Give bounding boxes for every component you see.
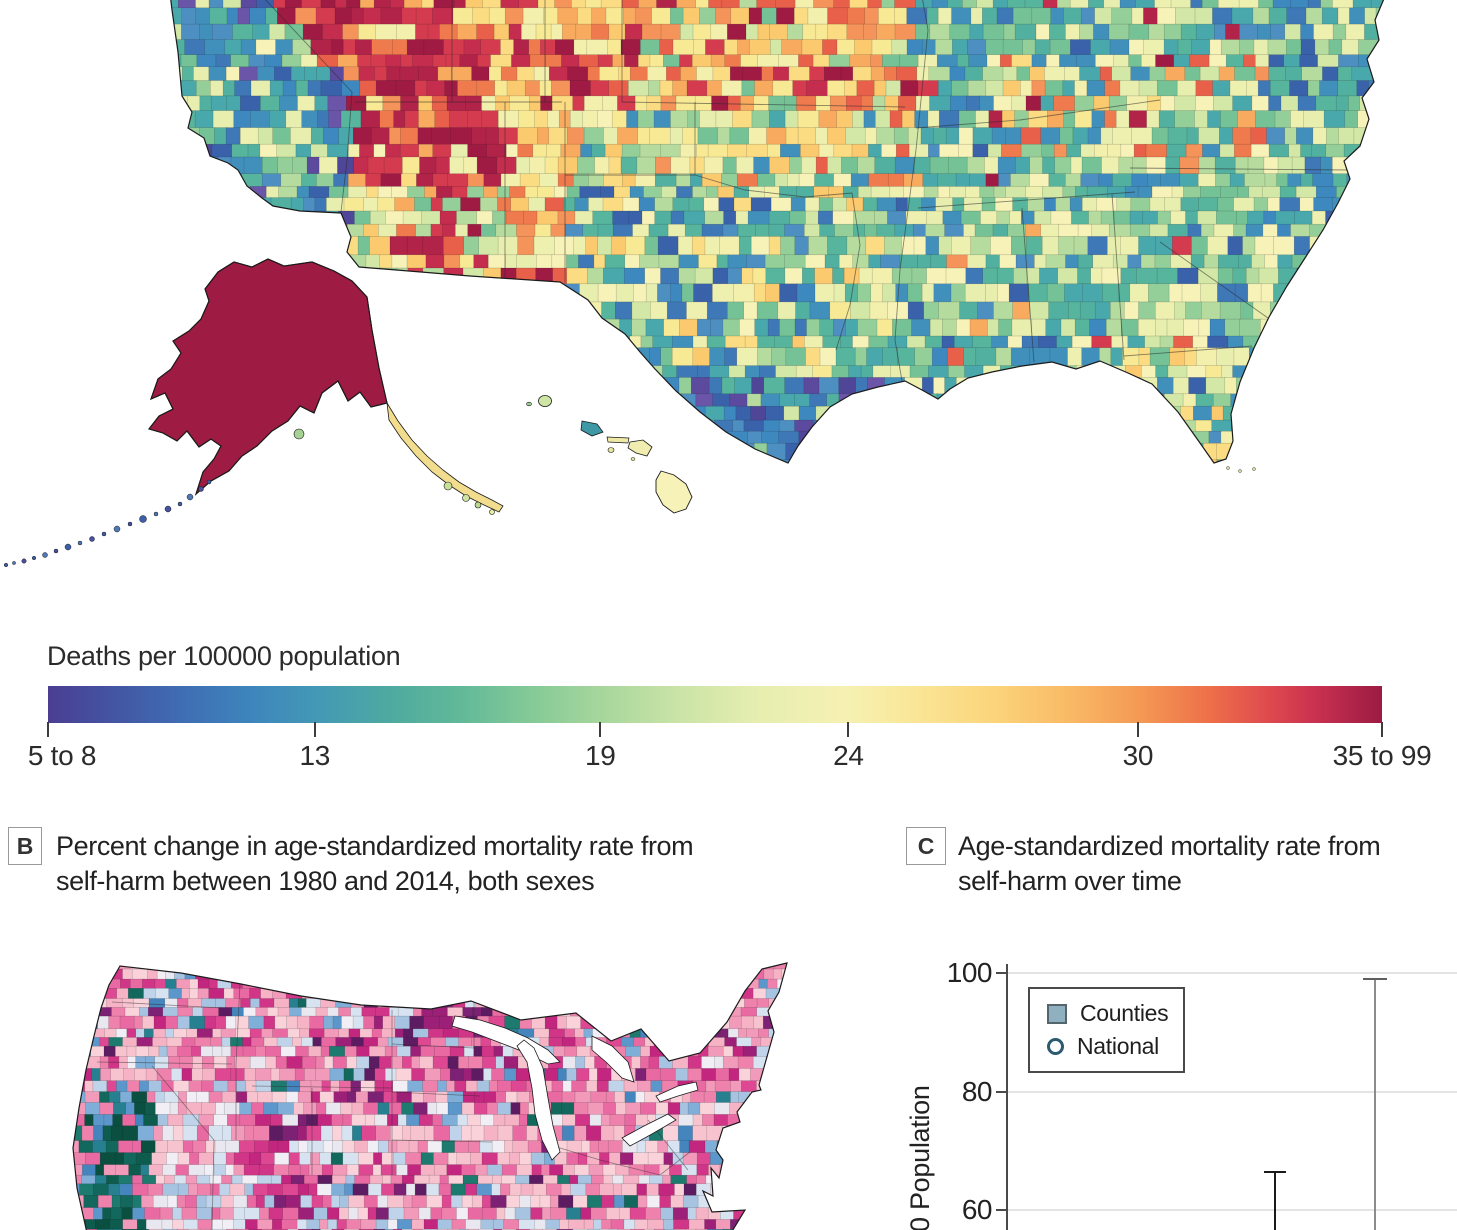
legend-row-national: National (1047, 1033, 1183, 1060)
map-a-hawaii (526, 395, 1256, 514)
colorbar-tick (1381, 722, 1383, 737)
y-axis-label: Deaths per 100 000 Population (905, 1085, 936, 1230)
colorbar-gradient (48, 686, 1382, 723)
chart-c-boxplot (996, 964, 1457, 1230)
counties-swatch-icon (1047, 1003, 1067, 1024)
colorbar-tick (47, 722, 49, 737)
panel-c-title-line1: Age-standardized mortality rate from (958, 831, 1381, 861)
colorbar-tick-label: 19 (584, 740, 616, 771)
colorbar-tick (847, 722, 850, 737)
y-axis-tick-label: 100 (946, 957, 993, 988)
panel-b-title: Percent change in age-standardized morta… (56, 829, 694, 899)
colorbar-tick (313, 722, 316, 737)
colorbar-tick-label: 35 to 99 (1332, 740, 1432, 771)
colorbar-tick (1136, 722, 1139, 737)
panel-c-title: Age-standardized mortality rate from sel… (958, 829, 1381, 899)
colorbar-tick (599, 722, 602, 737)
y-axis-tick-label: 60 (961, 1194, 993, 1225)
colorbar-tick-label: 13 (299, 740, 331, 771)
y-axis-tick-label: 80 (961, 1076, 993, 1107)
chart-legend-box: Counties National (1028, 987, 1185, 1073)
national-circle-icon (1047, 1037, 1064, 1055)
panel-b-title-line1: Percent change in age-standardized morta… (56, 831, 694, 861)
panel-c-title-line2: self-harm over time (958, 866, 1182, 896)
panel-b-title-line2: self-harm between 1980 and 2014, both se… (56, 866, 595, 896)
colorbar-tick-label: 5 to 8 (27, 740, 97, 771)
colorbar-title: Deaths per 100000 population (47, 641, 401, 671)
legend-row-counties: Counties (1047, 1000, 1183, 1027)
map-a-alaska (3, 258, 504, 568)
national-label: National (1077, 1032, 1159, 1059)
counties-label: Counties (1080, 1000, 1169, 1027)
panel-b-tag: B (8, 827, 42, 865)
map-b-percent-change (72, 962, 788, 1230)
colorbar-tick-label: 30 (1122, 740, 1154, 771)
panel-c-tag: C (906, 827, 946, 865)
colorbar-tick-label: 24 (833, 740, 864, 771)
